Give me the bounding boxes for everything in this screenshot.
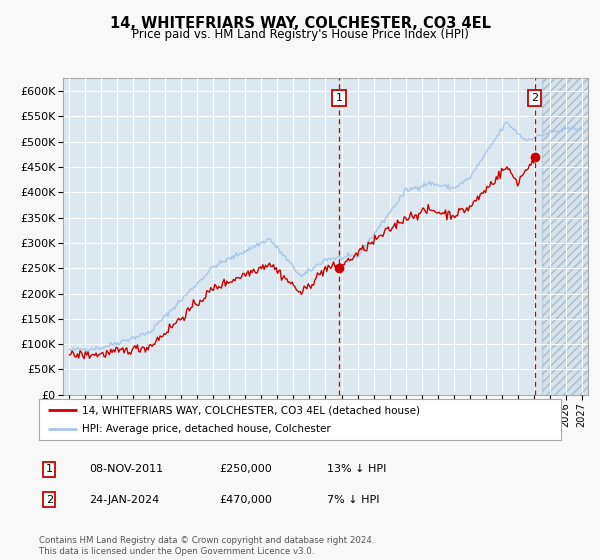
Text: 08-NOV-2011: 08-NOV-2011 [89,464,163,474]
Text: 1: 1 [335,92,343,102]
Text: HPI: Average price, detached house, Colchester: HPI: Average price, detached house, Colc… [82,424,331,433]
Text: 13% ↓ HPI: 13% ↓ HPI [327,464,386,474]
Text: £250,000: £250,000 [219,464,272,474]
Bar [542,78,588,395]
Text: £470,000: £470,000 [219,494,272,505]
Text: 1: 1 [46,464,53,474]
Text: 7% ↓ HPI: 7% ↓ HPI [327,494,380,505]
Text: 14, WHITEFRIARS WAY, COLCHESTER, CO3 4EL: 14, WHITEFRIARS WAY, COLCHESTER, CO3 4EL [110,16,491,31]
Bar [542,78,588,395]
Text: 14, WHITEFRIARS WAY, COLCHESTER, CO3 4EL (detached house): 14, WHITEFRIARS WAY, COLCHESTER, CO3 4EL… [82,405,420,415]
Text: Price paid vs. HM Land Registry's House Price Index (HPI): Price paid vs. HM Land Registry's House … [131,28,469,41]
Text: 2: 2 [531,92,538,102]
Text: Contains HM Land Registry data © Crown copyright and database right 2024.
This d: Contains HM Land Registry data © Crown c… [39,536,374,556]
Text: 24-JAN-2024: 24-JAN-2024 [89,494,159,505]
Text: 2: 2 [46,494,53,505]
